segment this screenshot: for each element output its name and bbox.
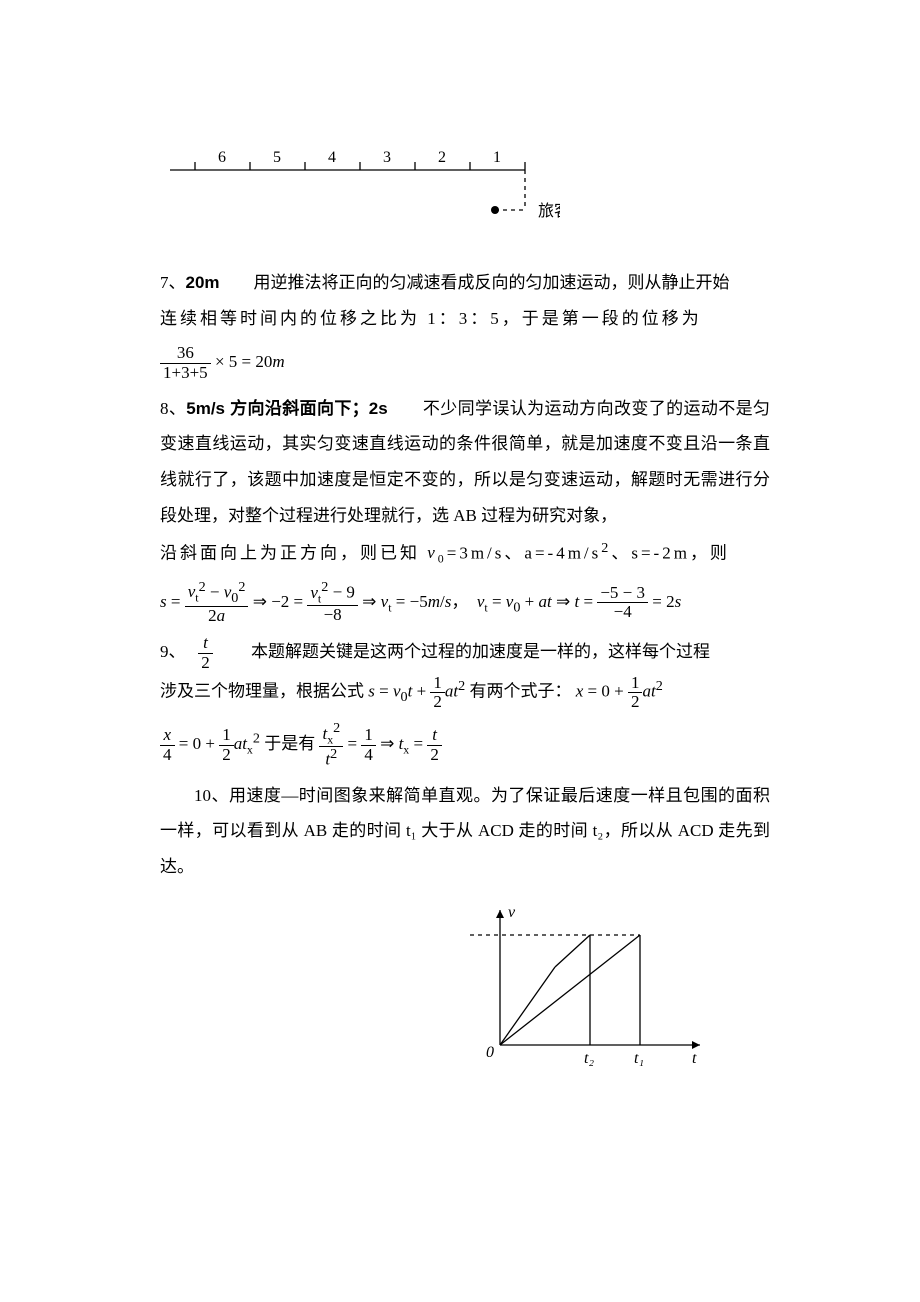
passenger-label: 旅客 bbox=[538, 202, 560, 220]
vt-x-label: t bbox=[692, 1050, 697, 1067]
tick-label-4: 4 bbox=[328, 149, 336, 166]
q7-line2: 连续相等时间内的位移之比为 1：3：5，于是第一段的位移为 bbox=[160, 301, 770, 337]
train-numberline-diagram: 6 5 4 3 2 1 旅客 bbox=[160, 140, 560, 230]
q8-known-pre: 沿斜面向上为正方向，则已知 bbox=[160, 543, 427, 562]
q9-number: 9、 bbox=[160, 642, 177, 661]
q10-body: 10、用速度—时间图象来解简单直观。为了保证最后速度一样且包围的面积一样，可以看… bbox=[160, 778, 770, 885]
q8-v0: =3m/s bbox=[447, 543, 505, 562]
vt-graph: 0 v t t₂ t₁ bbox=[460, 895, 720, 1085]
q9-eq2-hd: 2 bbox=[219, 745, 234, 765]
tick-label-1: 1 bbox=[493, 149, 501, 166]
q7-body-1: 用逆推法将正向的匀减速看成反向的匀加速运动，则从静止开始 bbox=[254, 273, 730, 292]
q7-calc-den: 1+3+5 bbox=[160, 363, 211, 383]
q10-number: 10、 bbox=[194, 786, 229, 805]
vt-t2-label: t₂ bbox=[584, 1050, 594, 1067]
q7-answer: 20m bbox=[186, 273, 220, 292]
q9-f1-den: 2 bbox=[430, 692, 445, 712]
q9-line2: 涉及三个物理量，根据公式 s = v0t + 12at2 有两个式子： x = … bbox=[160, 672, 770, 713]
q9-eq2-hn: 1 bbox=[219, 726, 234, 745]
q8-s: s=-2m bbox=[631, 543, 690, 562]
q9-f2-den: 2 bbox=[628, 692, 643, 712]
vt-origin-label: 0 bbox=[486, 1044, 494, 1061]
q7-number: 7、 bbox=[160, 273, 186, 292]
q8-answer: 5m/s 方向沿斜面向下；2s bbox=[186, 399, 387, 418]
q9-eq2-lden: 4 bbox=[160, 745, 175, 765]
q7-calc-num: 36 bbox=[160, 344, 211, 363]
q9-body-1: 本题解题关键是这两个过程的加速度是一样的，这样每个过程 bbox=[251, 642, 710, 661]
q9-eq3-fd: 2 bbox=[427, 745, 442, 765]
q9-f1-num: 1 bbox=[430, 674, 445, 693]
q9-ans-den: 2 bbox=[198, 653, 213, 673]
q8-tail: ，则 bbox=[690, 543, 730, 562]
q9-eq3-rn: 1 bbox=[361, 726, 376, 745]
tick-label-6: 6 bbox=[218, 149, 226, 166]
q9-f2-num: 1 bbox=[628, 674, 643, 693]
q7-calc: 361+3+5 × 5 = 20m bbox=[160, 344, 770, 382]
passenger-dot bbox=[491, 206, 499, 214]
q7-calc-unit: m bbox=[272, 352, 284, 371]
q8-number: 8、 bbox=[160, 399, 186, 418]
vt-y-label: v bbox=[508, 904, 516, 921]
tick-label-5: 5 bbox=[273, 149, 281, 166]
tick-label-3: 3 bbox=[383, 149, 391, 166]
q9-eq3-rd: 4 bbox=[361, 745, 376, 765]
q7-line1: 7、20m 用逆推法将正向的匀减速看成反向的匀加速运动，则从静止开始 bbox=[160, 265, 770, 301]
q9-equation2: x4 = 0 + 12atx2 于是有 tx2t2 = 14 ⇒ tx = t2 bbox=[160, 721, 770, 769]
q9-ans-num: t bbox=[198, 634, 213, 653]
q8-a: a=-4m/s bbox=[524, 543, 601, 562]
q9-eq3-fn: t bbox=[427, 726, 442, 745]
q9-body-2a: 涉及三个物理量，根据公式 bbox=[160, 682, 364, 701]
vt-t1-label: t₁ bbox=[634, 1050, 644, 1067]
q9-body-2b: 有两个式子： bbox=[469, 682, 571, 701]
q8-equation: s = vt2 − v022a ⇒ −2 = vt2 − 9−8 ⇒ vt = … bbox=[160, 580, 770, 626]
q8-known-line: 沿斜面向上为正方向，则已知 v0=3m/s、a=-4m/s2、s=-2m，则 bbox=[160, 534, 770, 572]
tick-label-2: 2 bbox=[438, 149, 446, 166]
q9-eq2-lnum: x bbox=[160, 726, 175, 745]
q9-line1: 9、 t2 本题解题关键是这两个过程的加速度是一样的，这样每个过程 bbox=[160, 634, 770, 672]
q8-body: 8、5m/s 方向沿斜面向下；2s 不少同学误认为运动方向改变了的运动不是匀变速… bbox=[160, 391, 770, 534]
q10-body-text: 用速度—时间图象来解简单直观。为了保证最后速度一样且包围的面积一样，可以看到从 … bbox=[160, 786, 770, 876]
q9-eq2-text: 于是有 bbox=[264, 734, 315, 753]
q7-calc-tail: × 5 = 20 bbox=[215, 352, 272, 371]
